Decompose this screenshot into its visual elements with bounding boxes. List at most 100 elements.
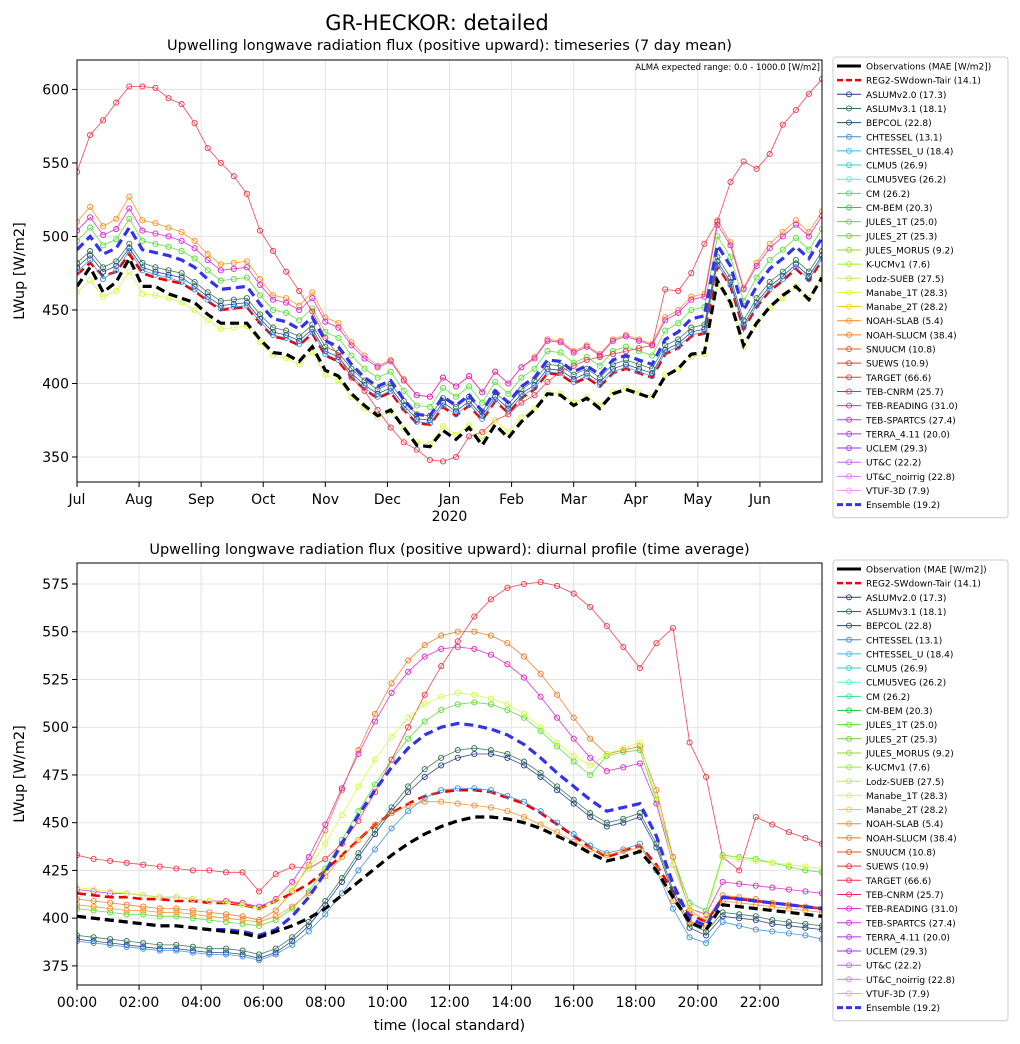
- data-point: [662, 286, 669, 293]
- data-point: [769, 821, 776, 828]
- data-point: [701, 321, 708, 328]
- series-line-manabe-1t: [77, 692, 822, 917]
- data-point: [270, 331, 277, 339]
- legend-marker: [846, 735, 852, 742]
- data-point: [531, 405, 538, 412]
- data-point: [520, 674, 528, 681]
- data-point: [256, 311, 264, 318]
- legend-marker: [846, 360, 852, 367]
- data-point: [90, 907, 97, 914]
- data-point: [90, 888, 97, 895]
- data-point: [603, 823, 610, 830]
- legend-marker: [846, 162, 852, 169]
- series-line-teb-reading: [77, 207, 822, 398]
- data-point: [289, 863, 296, 870]
- data-point: [669, 854, 677, 861]
- data-point: [537, 769, 544, 777]
- data-point: [191, 120, 198, 127]
- data-point: [454, 628, 461, 635]
- data-point: [438, 706, 445, 714]
- timeseries-panel: Upwelling longwave radiation flux (posit…: [12, 38, 1009, 525]
- data-point: [570, 714, 577, 721]
- legend-label: TERRA_4.11 (20.0): [865, 430, 950, 440]
- data-point: [620, 846, 627, 853]
- data-point: [206, 949, 213, 956]
- data-point: [87, 203, 94, 211]
- data-point: [603, 622, 610, 630]
- data-point: [492, 396, 499, 403]
- data-point: [557, 368, 564, 375]
- legend-label: UT&C (22.2): [866, 962, 921, 972]
- x-tick-label: 04:00: [181, 995, 221, 1011]
- data-point: [371, 821, 379, 828]
- data-point: [113, 236, 120, 243]
- data-point: [322, 351, 329, 358]
- legend-label: CLMU5 (26.9): [866, 665, 927, 675]
- data-point: [421, 794, 428, 801]
- legend-label: SUEWS (10.9): [866, 863, 929, 873]
- legend-marker: [846, 863, 852, 870]
- y-axis-label: LWup [W/m2]: [12, 725, 28, 822]
- y-tick-label: 400: [42, 911, 69, 927]
- x-tick-label: 16:00: [553, 995, 593, 1011]
- data-point: [686, 739, 693, 746]
- data-point: [140, 945, 147, 952]
- data-point: [818, 226, 822, 233]
- data-point: [719, 854, 726, 861]
- legend-label: SUEWS (10.9): [866, 360, 929, 370]
- data-point: [239, 947, 246, 954]
- data-point: [405, 668, 412, 675]
- legend-marker: [846, 388, 852, 395]
- data-point: [270, 296, 277, 303]
- legend-label: Observation (MAE [W/m2]): [866, 566, 987, 576]
- data-point: [217, 277, 224, 284]
- legend-label: CM-BEM (20.3): [866, 707, 933, 717]
- data-point: [487, 632, 494, 639]
- data-point: [520, 813, 528, 821]
- data-point: [126, 83, 133, 90]
- data-point: [570, 362, 577, 369]
- data-point: [309, 328, 316, 336]
- data-point: [454, 747, 461, 754]
- data-point: [785, 886, 792, 893]
- axes-frame: [76, 562, 823, 986]
- data-point: [452, 383, 460, 390]
- legend-marker: [846, 261, 852, 268]
- data-point: [374, 364, 381, 371]
- diurnal-panel: Upwelling longwave radiation flux (posit…: [12, 542, 1009, 1034]
- data-point: [90, 938, 97, 945]
- data-point: [688, 324, 695, 331]
- legend-marker: [846, 990, 852, 997]
- data-point: [421, 718, 428, 725]
- data-point: [387, 358, 394, 365]
- data-point: [818, 208, 822, 215]
- data-point: [438, 754, 445, 761]
- data-point: [818, 248, 822, 255]
- data-point: [191, 306, 198, 314]
- data-point: [570, 371, 577, 378]
- data-point: [296, 317, 303, 324]
- data-point: [371, 718, 379, 725]
- data-point: [100, 268, 107, 275]
- data-point: [222, 918, 230, 926]
- data-point: [622, 356, 629, 364]
- data-point: [123, 890, 130, 897]
- data-point: [405, 714, 412, 721]
- data-point: [520, 580, 528, 588]
- data-point: [335, 324, 342, 331]
- data-point: [492, 417, 499, 424]
- data-point: [471, 699, 478, 706]
- data-point: [439, 402, 447, 409]
- legend-marker: [846, 91, 852, 98]
- data-point: [438, 787, 445, 794]
- legend-marker: [846, 905, 852, 912]
- data-point: [587, 735, 594, 742]
- data-point: [439, 384, 447, 391]
- data-point: [338, 812, 345, 819]
- data-point: [471, 802, 478, 809]
- legend-label: CM (26.2): [866, 190, 910, 200]
- data-point: [736, 867, 743, 874]
- data-point: [537, 821, 544, 828]
- data-point: [87, 224, 94, 231]
